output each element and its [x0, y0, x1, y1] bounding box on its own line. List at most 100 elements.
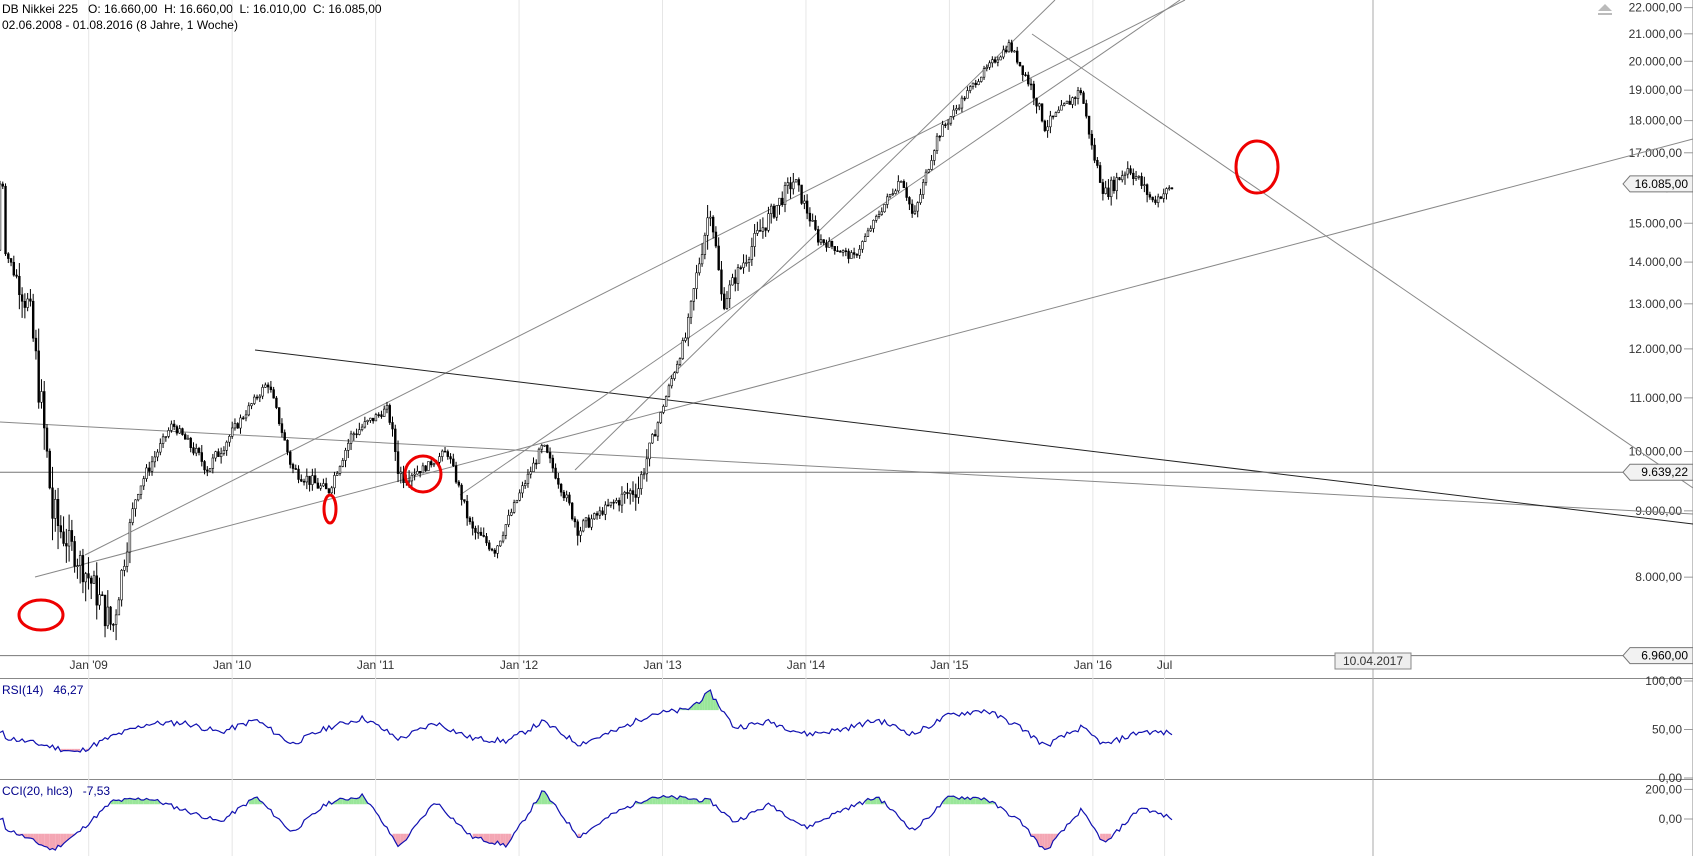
- candle-body: [418, 470, 422, 474]
- candle-body: [1090, 133, 1094, 146]
- oversold-fill: [486, 833, 490, 844]
- candle-body: [125, 551, 129, 567]
- oversold-fill: [58, 833, 61, 847]
- candle-body: [410, 475, 414, 482]
- candle-body: [432, 463, 436, 466]
- oversold-fill: [24, 833, 28, 838]
- candle-body: [31, 300, 35, 339]
- candle-body: [540, 445, 543, 450]
- oversold-fill: [41, 833, 45, 847]
- candle-body: [15, 274, 18, 277]
- candle-body: [0, 183, 2, 251]
- candle-body: [623, 492, 626, 495]
- candle-body: [734, 277, 737, 284]
- scroll-up-bar[interactable]: [1598, 13, 1612, 15]
- candle-body: [186, 437, 190, 440]
- candle-body: [20, 294, 24, 302]
- candle-body: [178, 428, 181, 434]
- candle-body: [863, 236, 867, 242]
- candle-body: [189, 437, 192, 448]
- cci-last-value: -7,53: [82, 784, 111, 798]
- candle-body: [584, 517, 588, 522]
- candle-body: [217, 451, 220, 457]
- candle-body: [1021, 65, 1024, 76]
- candle-body: [969, 86, 972, 91]
- overbought-fill: [649, 797, 653, 805]
- candle-body: [637, 488, 640, 498]
- y-tick-label: 8.000,00: [1635, 570, 1682, 584]
- candle-body: [866, 230, 870, 237]
- candle-body: [333, 475, 336, 489]
- overbought-fill: [876, 797, 879, 805]
- candle-body: [253, 396, 256, 404]
- candle-body: [76, 565, 79, 568]
- candle-body: [200, 452, 203, 462]
- candle-body: [1038, 103, 1041, 107]
- rsi-name: RSI(14): [2, 683, 44, 697]
- candle-body: [593, 513, 596, 520]
- candle-body: [507, 514, 510, 525]
- candle-body: [1093, 144, 1096, 161]
- candle-body: [399, 471, 403, 474]
- candle-body: [485, 536, 488, 544]
- oversold-fill: [1047, 833, 1051, 849]
- candle-body: [753, 233, 756, 247]
- candle-body: [676, 364, 679, 374]
- overbought-fill: [660, 795, 664, 805]
- overbought-fill: [707, 798, 711, 805]
- horizontal-levels[interactable]: 10.04.2017: [0, 0, 1630, 856]
- overbought-fill: [351, 797, 354, 805]
- oversold-fill: [508, 833, 512, 843]
- candle-body: [728, 284, 731, 299]
- candle-body: [521, 485, 524, 494]
- candle-body: [463, 499, 466, 502]
- oversold-fill: [35, 833, 39, 845]
- candle-body: [504, 524, 508, 536]
- candle-body: [913, 210, 917, 214]
- candle-body: [311, 475, 314, 485]
- candle-body: [1062, 103, 1066, 106]
- oversold-fill: [52, 833, 56, 851]
- candle-body: [1079, 90, 1082, 94]
- candle-body: [48, 450, 51, 489]
- overbought-fill: [704, 691, 708, 711]
- overbought-fill: [116, 799, 119, 805]
- candle-body: [1002, 49, 1005, 58]
- candle-body: [526, 473, 530, 484]
- scroll-up-icon[interactable]: [1598, 4, 1612, 11]
- candle-body: [957, 107, 961, 110]
- candle-body: [568, 494, 571, 504]
- candle-body: [664, 396, 668, 407]
- candle-body: [908, 197, 911, 205]
- trendline: [1031, 33, 1693, 489]
- candle-body: [924, 171, 928, 183]
- candle-body: [156, 451, 159, 458]
- candle-body: [1027, 74, 1030, 85]
- price-y-axis: 7.000,008.000,009.000,0010.000,0011.000,…: [1629, 1, 1693, 659]
- candle-body: [582, 520, 585, 532]
- candle-body: [703, 234, 707, 255]
- candle-body: [305, 475, 309, 483]
- highlight-circle: [322, 493, 338, 525]
- indicator-line: [0, 689, 1173, 753]
- candle-body: [1101, 182, 1105, 194]
- candle-body: [211, 457, 215, 469]
- candle-body: [579, 530, 582, 536]
- candle-body: [236, 423, 239, 429]
- candle-body: [230, 427, 234, 437]
- y-tick-label: 20.000,00: [1629, 54, 1683, 68]
- overbought-fill: [671, 795, 675, 805]
- candle-body: [424, 465, 427, 471]
- candle-body: [952, 109, 955, 117]
- candle-body: [548, 452, 552, 459]
- candle-body: [700, 254, 704, 265]
- overbought-fill: [984, 797, 987, 805]
- candle-body: [899, 181, 903, 183]
- candle-body: [850, 252, 853, 259]
- trendlines[interactable]: [0, 0, 1693, 578]
- x-tick-label: Jan '11: [357, 658, 395, 672]
- candle-body: [369, 417, 372, 421]
- candle-body: [673, 372, 676, 379]
